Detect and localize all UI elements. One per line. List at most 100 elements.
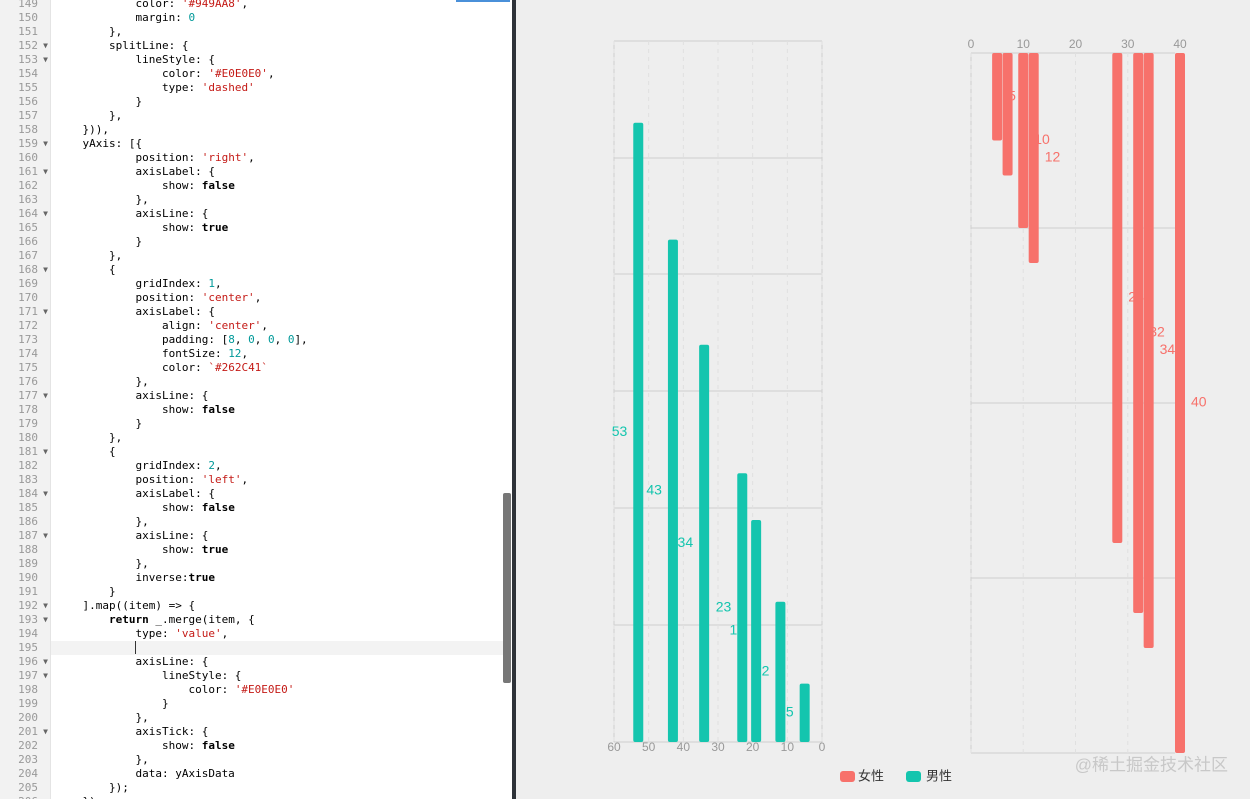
code-line: }	[56, 417, 142, 431]
code-token: show:	[56, 403, 202, 416]
fold-arrow[interactable]: ▼	[43, 447, 48, 456]
line-number: 155	[18, 81, 38, 94]
code-token: },	[56, 375, 149, 388]
fold-arrow[interactable]: ▼	[43, 615, 48, 624]
code-token	[56, 613, 109, 626]
code-token: inverse:	[56, 571, 189, 584]
code-line: fontSize: 12,	[56, 347, 248, 361]
line-number-cell: 172	[0, 319, 50, 333]
line-number-cell: 156	[0, 95, 50, 109]
code-token: }	[56, 95, 143, 108]
fold-arrow[interactable]: ▼	[43, 265, 48, 274]
line-number-cell: 167	[0, 249, 50, 263]
bar	[751, 520, 762, 742]
code-token: },	[56, 109, 123, 122]
line-number-cell: 163	[0, 193, 50, 207]
code-line: axisLabel: {	[56, 305, 214, 319]
line-number-cell: 195	[0, 641, 50, 655]
line-number-cell: 171 ▼	[0, 305, 50, 319]
code-token: axisLabel: {	[56, 165, 215, 178]
legend-label[interactable]: 女性	[858, 768, 884, 783]
line-number-cell: 180	[0, 431, 50, 445]
line-number: 177	[18, 389, 38, 402]
fold-arrow[interactable]: ▼	[43, 727, 48, 736]
fold-arrow[interactable]: ▼	[43, 209, 48, 218]
fold-arrow[interactable]: ▼	[43, 531, 48, 540]
code-token: ],	[294, 333, 308, 346]
code-token: lineStyle: {	[56, 669, 242, 682]
code-token: ,	[214, 277, 222, 290]
line-number: 184	[18, 487, 38, 500]
code-token: color:	[56, 361, 209, 374]
line-number-cell: 162	[0, 179, 50, 193]
code-token: 'center'	[201, 291, 255, 304]
code-line: padding: [8, 0, 0, 0],	[56, 333, 308, 347]
line-number: 151	[18, 25, 38, 38]
fold-arrow[interactable]: ▼	[43, 671, 48, 680]
scrollbar-thumb[interactable]	[503, 493, 511, 683]
code-token: ,	[241, 347, 249, 360]
fold-arrow[interactable]: ▼	[43, 657, 48, 666]
bar	[1175, 53, 1185, 753]
code-token: {	[56, 263, 116, 276]
line-number: 156	[18, 95, 38, 108]
code-token: false	[201, 403, 235, 416]
line-number: 197	[18, 669, 38, 682]
fold-arrow[interactable]: ▼	[43, 55, 48, 64]
code-token: });	[56, 781, 129, 794]
fold-arrow[interactable]: ▼	[43, 489, 48, 498]
code-line: axisLine: {	[56, 207, 208, 221]
divider	[512, 0, 516, 799]
line-number: 181	[18, 445, 38, 458]
code-line: },	[56, 557, 148, 571]
code-token: }	[56, 697, 169, 710]
line-number-cell: 164 ▼	[0, 207, 50, 221]
code-token: fontSize:	[56, 347, 229, 360]
code-token: show:	[56, 221, 202, 234]
code-line: },	[56, 375, 149, 389]
code-token: ,	[254, 291, 262, 304]
fold-arrow[interactable]: ▼	[43, 391, 48, 400]
code-line: show: false	[56, 403, 235, 417]
code-token: 2	[208, 459, 215, 472]
code-token: axisLine: {	[56, 389, 209, 402]
fold-arrow[interactable]: ▼	[43, 601, 48, 610]
line-number: 204	[18, 767, 38, 780]
line-number: 172	[18, 319, 38, 332]
line-number-cell: 186	[0, 515, 50, 529]
line-number: 178	[18, 403, 38, 416]
code-line: color: '#E0E0E0',	[56, 67, 275, 81]
line-number-cell: 196 ▼	[0, 655, 50, 669]
code-line: axisLine: {	[56, 655, 208, 669]
code-line: gridIndex: 2,	[56, 459, 221, 473]
code-token: '#E0E0E0'	[208, 67, 268, 80]
code-token: show:	[56, 501, 202, 514]
code-token: false	[201, 179, 235, 192]
legend-swatch	[906, 771, 921, 782]
x-tick-label: 0	[819, 740, 826, 754]
line-number-cell: 193 ▼	[0, 613, 50, 627]
fold-arrow[interactable]: ▼	[43, 307, 48, 316]
line-number: 163	[18, 193, 38, 206]
code-line: }	[56, 95, 142, 109]
line-number: 183	[18, 473, 38, 486]
bar	[1018, 53, 1029, 228]
code-line: data: yAxisData	[56, 767, 234, 781]
grid-frame	[613, 40, 1175, 754]
line-number: 165	[18, 221, 38, 234]
legend-label[interactable]: 男性	[926, 768, 952, 783]
fold-arrow[interactable]: ▼	[43, 139, 48, 148]
code-token: ,	[234, 333, 249, 346]
code-token: type:	[56, 81, 202, 94]
code-token: return	[108, 613, 149, 626]
code-line: }	[56, 235, 142, 249]
x-tick-label: 10	[1017, 37, 1031, 51]
fold-arrow[interactable]: ▼	[43, 41, 48, 50]
line-number-cell: 205	[0, 781, 50, 795]
fold-arrow[interactable]: ▼	[43, 167, 48, 176]
bar	[667, 239, 678, 742]
line-number: 206	[18, 795, 38, 799]
line-number-cell: 166	[0, 235, 50, 249]
code-token: },	[56, 431, 123, 444]
line-number: 162	[18, 179, 38, 192]
